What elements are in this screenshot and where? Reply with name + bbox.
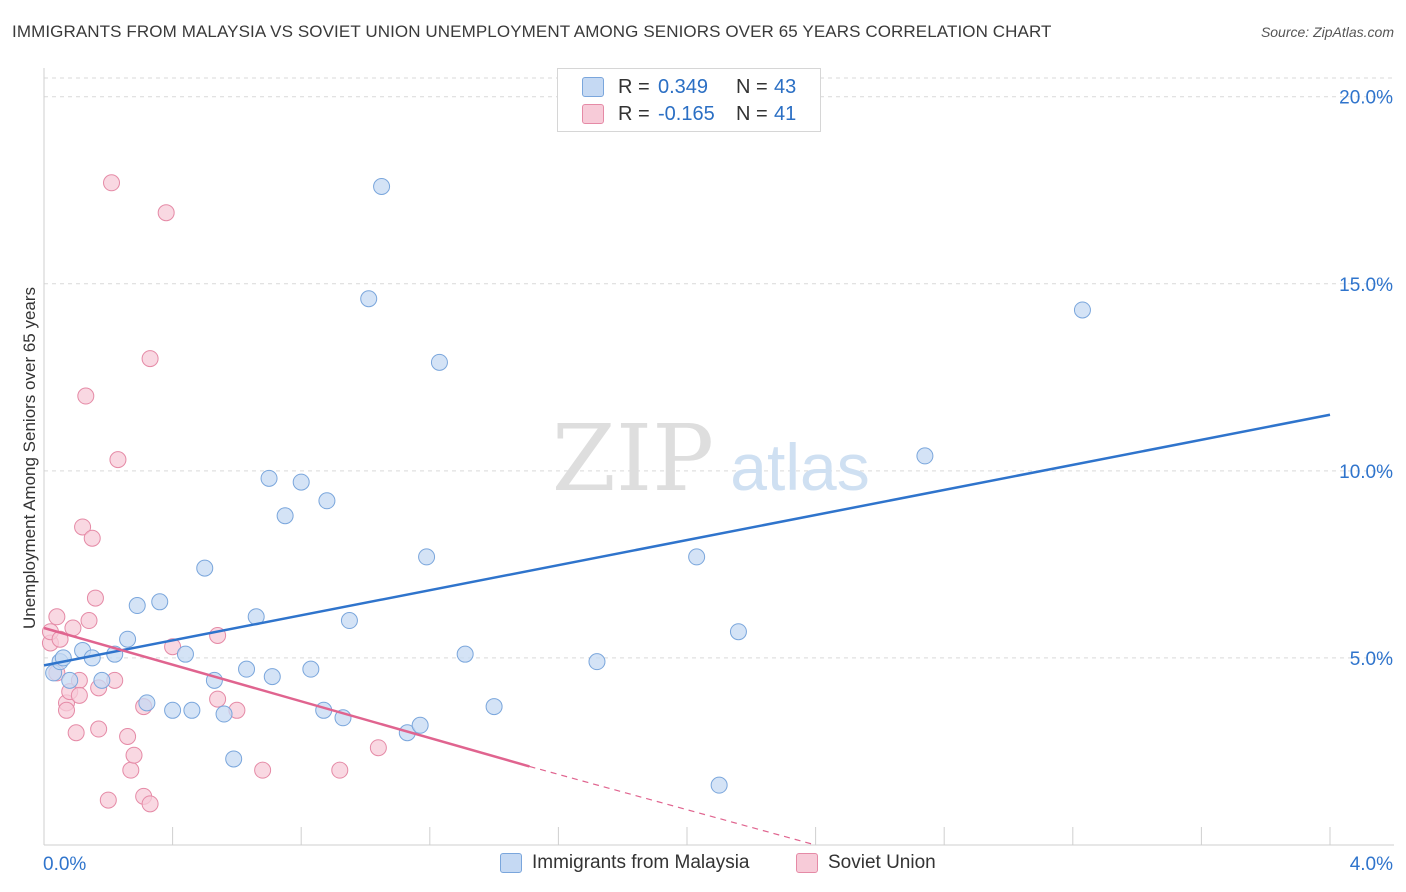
x-tick-label: 4.0%: [1350, 854, 1393, 875]
malaysia-point: [729, 623, 747, 641]
soviet-union-point: [83, 529, 101, 547]
malaysia-point: [151, 593, 169, 611]
soviet-union-point: [67, 724, 85, 742]
soviet-union-point: [209, 690, 227, 708]
soviet-union-point: [141, 350, 159, 368]
malaysia-point: [61, 671, 79, 689]
soviet-union-point: [331, 761, 349, 779]
n-key: N =: [736, 75, 768, 98]
malaysia-swatch: [582, 77, 604, 97]
soviet-union-point: [58, 701, 76, 719]
soviet-union-point: [103, 174, 121, 192]
x-tick-label: 0.0%: [43, 854, 86, 875]
malaysia-point: [225, 750, 243, 768]
n-key: N =: [736, 102, 768, 125]
malaysia-point: [238, 660, 256, 678]
malaysia-point: [916, 447, 934, 465]
chart-title: IMMIGRANTS FROM MALAYSIA VS SOVIET UNION…: [12, 22, 1052, 41]
n-value: 43: [774, 75, 797, 98]
malaysia-point: [418, 548, 436, 566]
y-tick-label: 5.0%: [1350, 649, 1393, 670]
soviet-union-point: [77, 387, 95, 405]
malaysia-point: [176, 645, 194, 663]
watermark: ZIP atlas: [552, 405, 870, 512]
watermark-zip: ZIP: [552, 405, 714, 512]
legend-row-malaysia: R = 0.349 N = 43: [582, 74, 796, 100]
soviet-union-point: [119, 727, 137, 745]
soviet-union-point: [70, 686, 88, 704]
soviet-union-points: [41, 174, 387, 813]
y-axis-label: Unemployment Among Seniors over 65 years: [20, 286, 39, 630]
gridlines: [44, 77, 1394, 659]
soviet-union-point: [254, 761, 272, 779]
malaysia-point: [93, 671, 111, 689]
r-key: R =: [618, 102, 650, 125]
soviet-union-point: [51, 630, 69, 648]
soviet-union-point: [141, 795, 159, 813]
source-label: Source: ZipAtlas.com: [1260, 24, 1394, 40]
soviet-legend-swatch: [796, 853, 818, 873]
malaysia-legend-swatch: [500, 853, 522, 873]
trend-lines: [43, 413, 1331, 846]
malaysia-point: [411, 716, 429, 734]
malaysia-trend-line: [43, 413, 1331, 667]
malaysia-point: [456, 645, 474, 663]
soviet-union-point: [80, 612, 98, 630]
soviet-union-point: [74, 518, 92, 536]
malaysia-point: [302, 660, 320, 678]
malaysia-point: [128, 597, 146, 615]
malaysia-point: [215, 705, 233, 723]
malaysia-point: [292, 473, 310, 491]
r-value: -0.165: [658, 102, 715, 125]
malaysia-point: [260, 469, 278, 487]
y-tick-label: 20.0%: [1339, 88, 1393, 109]
malaysia-point: [119, 630, 137, 648]
legend-item-soviet: Soviet Union: [796, 852, 936, 874]
axes: [43, 68, 1394, 846]
soviet-union-point: [125, 746, 143, 764]
soviet-union-point: [369, 739, 387, 757]
soviet-union-point: [48, 608, 66, 626]
malaysia-point: [318, 492, 336, 510]
malaysia-point: [183, 701, 201, 719]
r-value: 0.349: [658, 75, 709, 98]
series-legend: Immigrants from Malaysia Soviet Union: [0, 852, 1406, 878]
malaysia-point: [164, 701, 182, 719]
n-value: 41: [774, 102, 797, 125]
soviet-swatch: [582, 104, 604, 124]
malaysia-point: [430, 353, 448, 371]
y-tick-label: 15.0%: [1339, 275, 1393, 296]
soviet-trend-line: [43, 626, 530, 768]
malaysia-point: [276, 507, 294, 525]
soviet-union-point: [157, 204, 175, 222]
malaysia-point: [373, 178, 391, 196]
soviet-trend-extension: [529, 765, 816, 846]
malaysia-point: [263, 668, 281, 686]
soviet-union-point: [90, 720, 108, 738]
malaysia-point: [340, 612, 358, 630]
malaysia-point: [196, 559, 214, 577]
soviet-union-point: [109, 451, 127, 469]
y-tick-label: 10.0%: [1339, 462, 1393, 483]
malaysia-point: [1073, 301, 1091, 319]
malaysia-point: [138, 694, 156, 712]
legend-label-malaysia: Immigrants from Malaysia: [532, 852, 750, 873]
legend-row-soviet: R = -0.165 N = 41: [582, 101, 796, 127]
correlation-legend: R = 0.349 N = 43 R = -0.165 N = 41: [557, 68, 821, 132]
soviet-union-point: [122, 761, 140, 779]
soviet-union-point: [99, 791, 117, 809]
tick-labels: 5.0% 10.0% 15.0% 20.0% 0.0% 4.0%: [43, 88, 1393, 875]
malaysia-point: [360, 290, 378, 308]
r-key: R =: [618, 75, 650, 98]
malaysia-point: [710, 776, 728, 794]
soviet-union-point: [164, 638, 182, 656]
malaysia-point: [688, 548, 706, 566]
soviet-union-point: [86, 589, 104, 607]
watermark-atlas: atlas: [730, 430, 869, 504]
legend-item-malaysia: Immigrants from Malaysia: [500, 852, 750, 874]
malaysia-point: [588, 653, 606, 671]
legend-label-soviet: Soviet Union: [828, 852, 936, 873]
malaysia-point: [485, 698, 503, 716]
